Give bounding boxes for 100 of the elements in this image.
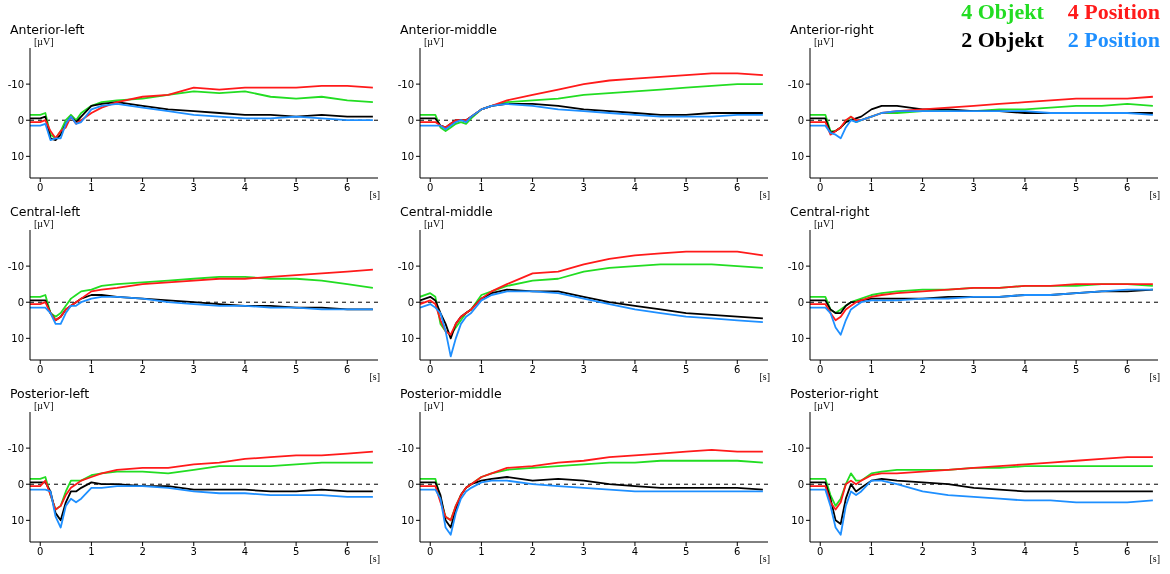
x-tick-label: 3 bbox=[190, 364, 197, 376]
x-tick-label: 1 bbox=[88, 546, 95, 558]
x-tick-label: 6 bbox=[1124, 182, 1131, 194]
y-tick-label: -10 bbox=[7, 78, 24, 90]
x-tick-label: 4 bbox=[241, 364, 249, 376]
y-tick-label: -10 bbox=[787, 78, 804, 90]
line-series bbox=[30, 450, 374, 511]
x-tick-label: 0 bbox=[817, 546, 824, 558]
y-tick-label: -10 bbox=[787, 260, 804, 272]
x-tick-label: 0 bbox=[817, 364, 824, 376]
y-tick-label: 10 bbox=[791, 150, 804, 162]
x-tick-label: 1 bbox=[868, 182, 875, 194]
x-tick-label: 5 bbox=[1072, 182, 1080, 194]
x-tick-label: 2 bbox=[919, 364, 926, 376]
y-tick-label: 10 bbox=[791, 514, 804, 526]
y-tick-label: 0 bbox=[407, 114, 414, 126]
chart-title: Posterior-middle bbox=[400, 386, 502, 401]
x-tick-label: 0 bbox=[427, 182, 434, 194]
y-tick-label: -10 bbox=[7, 260, 24, 272]
x-tick-label: 2 bbox=[139, 364, 146, 376]
x-tick-label: 0 bbox=[427, 546, 434, 558]
y-tick-label: 10 bbox=[401, 332, 414, 344]
x-tick-label: 1 bbox=[868, 546, 875, 558]
x-axis-title: [s] bbox=[369, 189, 380, 200]
x-tick-label: 4 bbox=[1021, 364, 1029, 376]
line-series bbox=[810, 465, 1154, 507]
x-tick-label: 1 bbox=[88, 364, 95, 376]
x-tick-label: 6 bbox=[1124, 546, 1131, 558]
x-tick-label: 3 bbox=[190, 546, 197, 558]
x-axis-title: [s] bbox=[1149, 553, 1160, 564]
y-tick-label: 0 bbox=[407, 296, 414, 308]
y-tick-label: 10 bbox=[401, 150, 414, 162]
x-tick-label: 0 bbox=[427, 364, 434, 376]
y-axis-title: [µV] bbox=[34, 218, 54, 230]
x-tick-label: 4 bbox=[241, 546, 249, 558]
y-tick-label: -10 bbox=[7, 442, 24, 454]
y-axis-title: [µV] bbox=[34, 400, 54, 412]
y-tick-label: -10 bbox=[397, 78, 414, 90]
x-tick-label: 1 bbox=[478, 182, 485, 194]
y-tick-label: -10 bbox=[787, 442, 804, 454]
chart-title: Central-right bbox=[790, 204, 870, 219]
y-tick-label: 10 bbox=[401, 514, 414, 526]
x-tick-label: 3 bbox=[580, 364, 587, 376]
x-tick-label: 2 bbox=[529, 546, 536, 558]
line-series bbox=[810, 110, 1154, 140]
x-axis-title: [s] bbox=[1149, 371, 1160, 382]
chart-title: Central-left bbox=[10, 204, 81, 219]
line-series bbox=[30, 276, 374, 318]
y-tick-label: -10 bbox=[397, 442, 414, 454]
x-tick-label: 5 bbox=[1072, 546, 1080, 558]
x-tick-label: 6 bbox=[1124, 364, 1131, 376]
y-axis-title: [µV] bbox=[814, 218, 834, 230]
x-tick-label: 4 bbox=[1021, 546, 1029, 558]
x-tick-label: 0 bbox=[817, 182, 824, 194]
y-axis-title: [µV] bbox=[814, 36, 834, 48]
x-tick-label: 6 bbox=[734, 546, 741, 558]
y-axis-title: [µV] bbox=[424, 400, 444, 412]
x-tick-label: 2 bbox=[139, 182, 146, 194]
y-tick-label: 10 bbox=[11, 514, 24, 526]
x-tick-label: 5 bbox=[292, 546, 300, 558]
x-tick-label: 5 bbox=[682, 364, 690, 376]
x-tick-label: 3 bbox=[970, 364, 977, 376]
x-tick-label: 4 bbox=[1021, 182, 1029, 194]
chart-title: Posterior-right bbox=[790, 386, 879, 401]
x-tick-label: 5 bbox=[292, 364, 300, 376]
y-tick-label: 10 bbox=[11, 150, 24, 162]
chart-title: Anterior-right bbox=[790, 22, 874, 37]
x-tick-label: 0 bbox=[37, 364, 44, 376]
x-tick-label: 4 bbox=[631, 182, 639, 194]
y-tick-label: 0 bbox=[797, 478, 804, 490]
chart-title: Anterior-middle bbox=[400, 22, 497, 37]
x-axis-title: [s] bbox=[369, 553, 380, 564]
chart-title: Anterior-left bbox=[10, 22, 85, 37]
x-tick-label: 5 bbox=[682, 182, 690, 194]
x-tick-label: 2 bbox=[529, 364, 536, 376]
x-tick-label: 3 bbox=[580, 182, 587, 194]
x-tick-label: 3 bbox=[970, 182, 977, 194]
y-axis-title: [µV] bbox=[424, 218, 444, 230]
x-tick-label: 5 bbox=[292, 182, 300, 194]
x-tick-label: 1 bbox=[868, 364, 875, 376]
x-tick-label: 6 bbox=[344, 182, 351, 194]
y-axis-title: [µV] bbox=[814, 400, 834, 412]
text: 4 Position bbox=[1067, 0, 1160, 26]
y-axis-title: [µV] bbox=[424, 36, 444, 48]
x-tick-label: 0 bbox=[37, 182, 44, 194]
y-tick-label: 0 bbox=[17, 478, 24, 490]
x-tick-label: 2 bbox=[919, 546, 926, 558]
x-tick-label: 6 bbox=[734, 182, 741, 194]
y-axis-title: [µV] bbox=[34, 36, 54, 48]
x-tick-label: 6 bbox=[344, 364, 351, 376]
x-axis-title: [s] bbox=[759, 371, 770, 382]
x-tick-label: 6 bbox=[734, 364, 741, 376]
x-tick-label: 1 bbox=[478, 364, 485, 376]
x-tick-label: 4 bbox=[631, 546, 639, 558]
x-axis-title: [s] bbox=[759, 553, 770, 564]
y-tick-label: 0 bbox=[17, 114, 24, 126]
x-tick-label: 3 bbox=[580, 546, 587, 558]
x-tick-label: 6 bbox=[344, 546, 351, 558]
line-series bbox=[30, 485, 374, 529]
chart-title: Posterior-left bbox=[10, 386, 90, 401]
